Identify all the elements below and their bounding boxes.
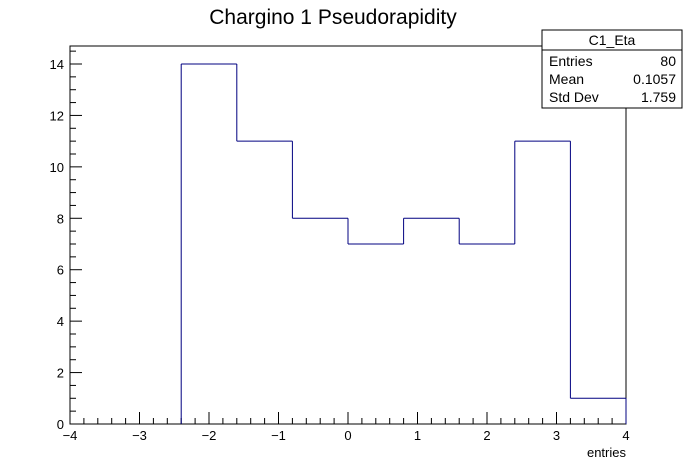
x-tick-label: 0	[344, 428, 351, 443]
y-tick-label: 10	[50, 160, 64, 175]
y-tick-label: 8	[57, 211, 64, 226]
stats-box-frame	[541, 29, 683, 109]
x-tick-label: −4	[63, 428, 78, 443]
stats-box: C1_Eta Entries 80 Mean 0.1057 Std Dev 1.…	[541, 29, 683, 109]
stats-entries-label: Entries	[549, 53, 593, 69]
x-tick-label: −3	[132, 428, 147, 443]
histogram-bins	[180, 63, 627, 424]
y-major-ticks	[70, 63, 82, 425]
x-tick-label: 1	[414, 428, 421, 443]
stats-mean-value: 0.1057	[633, 71, 676, 87]
x-tick-label: 3	[553, 428, 560, 443]
stats-box-title: C1_Eta	[589, 32, 636, 48]
x-tick-label: 4	[622, 428, 629, 443]
y-tick-label: 2	[57, 366, 64, 381]
y-tick-label: 0	[57, 417, 64, 432]
chart-title: Chargino 1 Pseudorapidity	[209, 6, 457, 29]
stats-mean-label: Mean	[549, 71, 584, 87]
x-tick-label: 2	[483, 428, 490, 443]
y-tick-labels: 0 2 4 6 8 10 12 14	[50, 57, 64, 432]
stats-stddev-label: Std Dev	[549, 89, 599, 105]
x-tick-label: −1	[271, 428, 286, 443]
y-tick-label: 4	[57, 314, 64, 329]
y-tick-label: 14	[50, 57, 64, 72]
stats-entries-value: 80	[660, 53, 676, 69]
y-tick-label: 6	[57, 263, 64, 278]
x-tick-label: −2	[202, 428, 217, 443]
x-tick-labels: −4 −3 −2 −1 0 1 2 3 4	[63, 428, 630, 443]
stats-stddev-value: 1.759	[641, 89, 676, 105]
x-axis-label: entries	[587, 445, 627, 460]
y-tick-label: 12	[50, 108, 64, 123]
y-minor-ticks	[70, 50, 76, 412]
